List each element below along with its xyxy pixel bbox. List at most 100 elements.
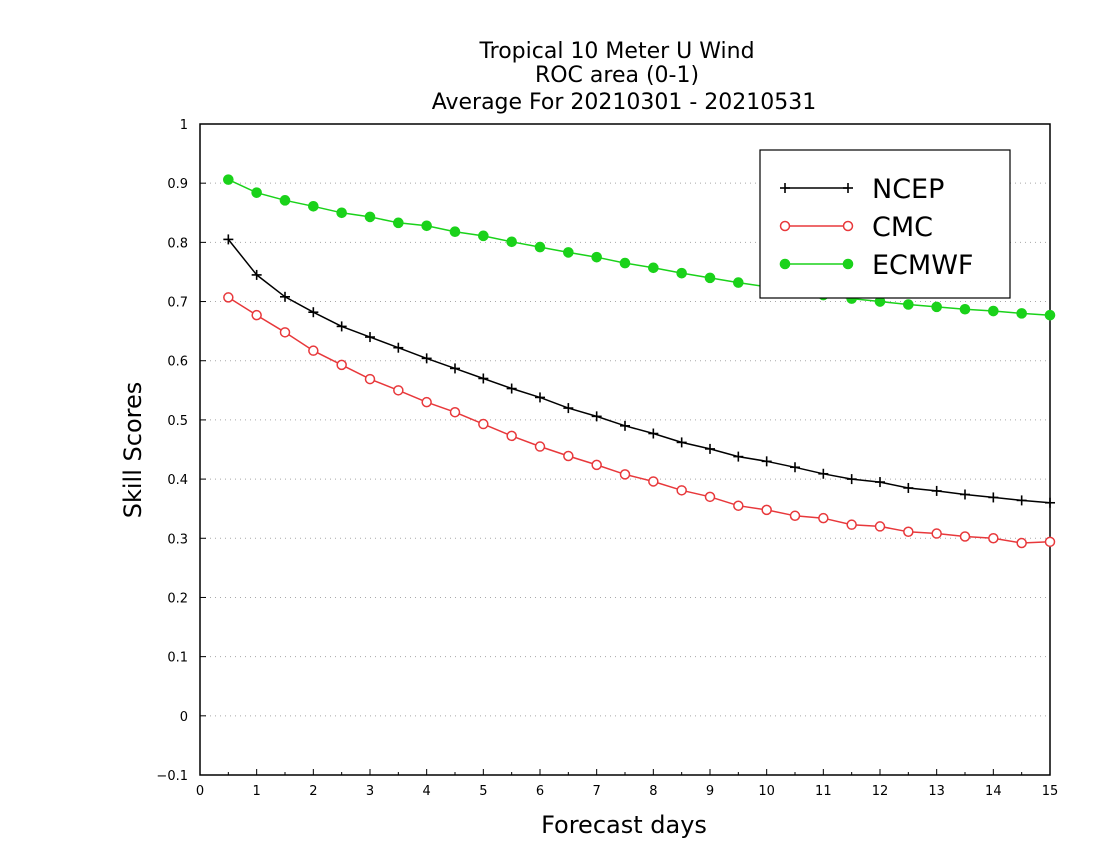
title-line-2: ROC area (0-1) <box>535 63 699 88</box>
y-axis-ticks: −0.1 0 0.1 0.2 0.3 0.4 0.5 0.6 0.7 0.8 0.9 1 <box>156 118 206 784</box>
data-point-ncep <box>960 489 970 500</box>
data-point-cmc <box>1016 537 1027 549</box>
series-lines <box>223 174 1056 549</box>
x-tick-label: 8 <box>649 784 657 799</box>
data-point-ncep <box>875 477 885 488</box>
data-point-ncep <box>563 403 574 414</box>
data-point-ecmwf <box>1044 309 1056 321</box>
data-point-ecmwf <box>279 195 291 206</box>
x-tick-label: 2 <box>309 784 317 799</box>
y-tick-label: 0 <box>180 710 188 725</box>
data-point-cmc <box>336 359 347 371</box>
data-point-cmc <box>959 531 971 542</box>
data-point-ncep <box>931 485 942 496</box>
series-cmc <box>223 292 1056 549</box>
data-point-cmc <box>591 459 602 471</box>
data-point-ncep <box>620 420 630 431</box>
legend-box <box>759 149 1011 299</box>
data-point-ncep <box>761 456 772 467</box>
data-point-ecmwf <box>903 299 914 310</box>
x-tick-label: 6 <box>536 784 544 799</box>
data-point-cmc <box>676 485 687 496</box>
data-point-ecmwf <box>506 236 517 248</box>
x-tick-label: 9 <box>706 784 714 799</box>
data-point-cmc <box>534 441 546 452</box>
data-point-ecmwf <box>364 211 376 223</box>
data-point-ecmwf <box>704 272 716 284</box>
data-point-cmc <box>903 526 914 538</box>
title-line-3: Average For 20210301 - 20210531 <box>432 90 817 115</box>
x-tick-label: 3 <box>366 784 374 799</box>
legend-marker <box>779 220 791 232</box>
x-tick-label: 15 <box>1042 784 1059 799</box>
data-point-ncep <box>591 411 602 422</box>
data-point-ecmwf <box>308 200 319 212</box>
data-point-ecmwf <box>676 267 687 279</box>
data-point-ncep <box>506 383 517 394</box>
y-tick-label: 0.8 <box>167 236 188 251</box>
x-axis-label: Forecast days <box>541 811 707 839</box>
legend-marker <box>842 220 854 232</box>
legend-marker <box>780 183 790 193</box>
legend-item-ncep: NCEP <box>780 174 944 205</box>
x-axis-ticks: 0 1 2 3 4 5 6 7 8 9 10 11 12 13 14 15 <box>196 769 1058 799</box>
title-line-1: Tropical 10 Meter U Wind <box>478 39 754 64</box>
data-point-ncep <box>676 437 687 448</box>
data-point-cmc <box>761 504 772 516</box>
y-axis-label: Skill Scores <box>119 382 147 519</box>
data-point-ecmwf <box>591 251 602 263</box>
data-point-ecmwf <box>988 305 999 317</box>
data-point-cmc <box>478 418 489 430</box>
x-tick-label: 14 <box>985 784 1002 799</box>
legend-marker <box>779 258 791 270</box>
data-point-ecmwf <box>421 220 432 232</box>
data-point-ncep <box>903 482 914 493</box>
data-point-cmc <box>223 292 234 303</box>
legend-marker <box>843 183 853 193</box>
data-point-ecmwf <box>959 303 971 315</box>
y-tick-label: 0.3 <box>167 532 188 547</box>
data-point-ecmwf <box>251 187 262 198</box>
x-tick-label: 5 <box>479 784 487 799</box>
data-point-ecmwf <box>648 262 659 274</box>
y-tick-label: 0.5 <box>167 414 188 429</box>
series-ecmwf <box>223 174 1056 321</box>
data-point-ecmwf <box>336 207 347 219</box>
y-tick-label: 1 <box>180 118 188 133</box>
y-tick-label: 0.7 <box>167 296 188 311</box>
data-point-cmc <box>251 309 262 321</box>
legend-label-cmc: CMC <box>872 212 933 243</box>
x-tick-label: 0 <box>196 784 204 799</box>
y-tick-label: 0.1 <box>167 651 188 666</box>
data-point-ecmwf <box>478 230 489 242</box>
y-tick-label: 0.6 <box>167 355 188 370</box>
data-point-ncep <box>846 474 857 485</box>
data-point-ecmwf <box>534 241 546 253</box>
data-point-cmc <box>364 373 376 385</box>
y-tick-label: 0.9 <box>167 177 188 192</box>
x-tick-label: 11 <box>815 784 832 799</box>
data-point-cmc <box>988 533 999 544</box>
x-tick-label: 4 <box>423 784 431 799</box>
data-point-cmc <box>308 345 319 356</box>
data-point-cmc <box>931 528 942 539</box>
data-point-ncep <box>450 363 460 374</box>
data-point-ncep <box>705 443 715 454</box>
legend-item-cmc: CMC <box>779 212 933 243</box>
data-point-ncep <box>988 492 999 503</box>
data-point-cmc <box>421 396 432 408</box>
data-point-ecmwf <box>393 217 404 229</box>
legend: NCEP CMC ECMWF <box>759 149 1011 299</box>
data-point-ecmwf <box>1016 308 1027 319</box>
legend-label-ecmwf: ECMWF <box>872 250 973 281</box>
chart-title: Tropical 10 Meter U Wind ROC area (0-1) … <box>432 39 817 115</box>
data-point-ncep <box>393 342 404 353</box>
data-point-cmc <box>619 469 631 480</box>
data-point-ncep <box>535 392 545 403</box>
legend-item-ecmwf: ECMWF <box>779 250 973 281</box>
data-point-ecmwf <box>733 277 744 288</box>
data-point-ncep <box>478 373 489 384</box>
data-point-cmc <box>818 512 829 524</box>
series-ncep <box>223 234 1055 508</box>
